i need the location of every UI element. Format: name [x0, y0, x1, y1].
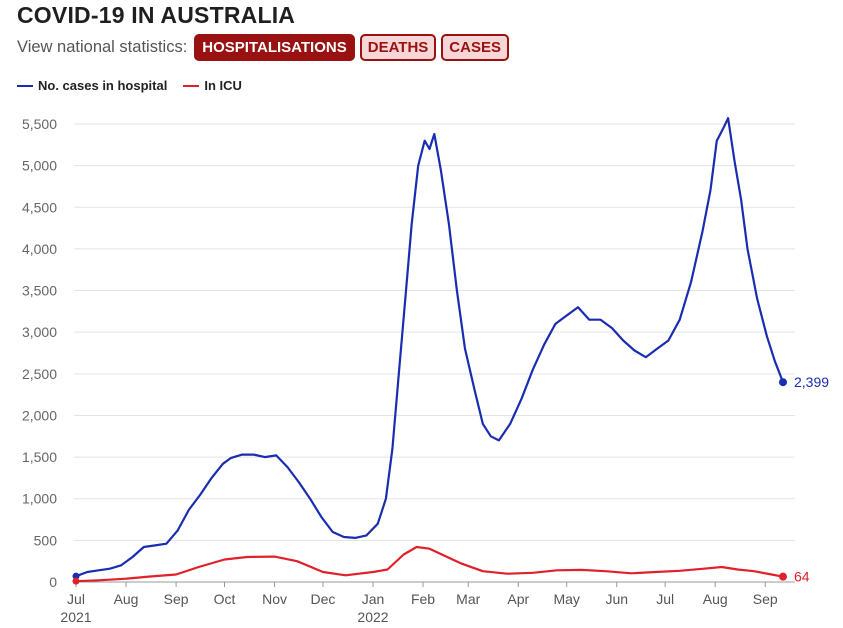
y-tick-label: 5,500 [22, 116, 57, 132]
series-end-label-icu: 64 [794, 569, 810, 585]
y-tick-label: 1,000 [22, 491, 57, 507]
x-tick-label: Sep [753, 591, 778, 607]
series-end-point-hospital [779, 378, 787, 387]
y-tick-label: 3,000 [22, 324, 57, 340]
y-tick-label: 4,500 [22, 199, 57, 215]
series-start-point-icu [72, 577, 80, 585]
y-tick-label: 5,000 [22, 158, 57, 174]
y-tick-label: 3,500 [22, 283, 57, 299]
national-statistics-nav: View national statistics: HOSPITALISATIO… [17, 33, 509, 61]
x-tick-label: Jan [362, 591, 385, 607]
series-end-point-icu [779, 572, 787, 581]
x-tick-label: Mar [456, 591, 480, 607]
legend-label-icu: In ICU [204, 78, 242, 93]
cases-button[interactable]: CASES [441, 33, 509, 61]
series-line-hospital [74, 117, 785, 578]
y-tick-label: 4,000 [22, 241, 57, 257]
hospitalisations-button[interactable]: HOSPITALISATIONS [194, 33, 355, 61]
deaths-button[interactable]: DEATHS [359, 33, 437, 61]
x-tick-label: Apr [507, 591, 529, 607]
y-tick-label: 2,500 [22, 366, 57, 382]
x-tick-label: Oct [214, 591, 236, 607]
y-tick-label: 0 [49, 574, 57, 590]
legend-item-hospital: No. cases in hospital [17, 78, 167, 93]
y-tick-label: 500 [34, 532, 58, 548]
y-tick-label: 2,000 [22, 407, 57, 423]
x-tick-label: Aug [114, 591, 139, 607]
series-line-icu [74, 545, 785, 583]
x-tick-label: Feb [411, 591, 435, 607]
x-tick-label: Jun [605, 591, 628, 607]
series-start-point-hospital [72, 572, 80, 580]
x-tick-label: Jul [67, 591, 85, 607]
y-tick-label: 1,500 [22, 449, 57, 465]
legend-item-icu: In ICU [183, 78, 242, 93]
x-tick-label: May [553, 591, 579, 607]
legend-swatch-icu [183, 84, 200, 87]
x-tick-label: Sep [164, 591, 189, 607]
nav-label: View national statistics: [17, 37, 188, 56]
x-tick-label: Dec [311, 591, 336, 607]
x-tick-year-label: 2022 [357, 609, 388, 625]
series-end-label-hospital: 2,399 [794, 374, 829, 390]
legend-swatch-hospital [17, 84, 33, 87]
x-tick-label: Aug [703, 591, 728, 607]
x-tick-label: Nov [262, 591, 287, 607]
chart-legend: No. cases in hospital In ICU [17, 78, 242, 93]
x-tick-year-label: 2021 [60, 609, 91, 625]
page-title: COVID-19 IN AUSTRALIA [17, 2, 296, 28]
x-tick-label: Jul [656, 591, 674, 607]
legend-label-hospital: No. cases in hospital [38, 78, 168, 93]
